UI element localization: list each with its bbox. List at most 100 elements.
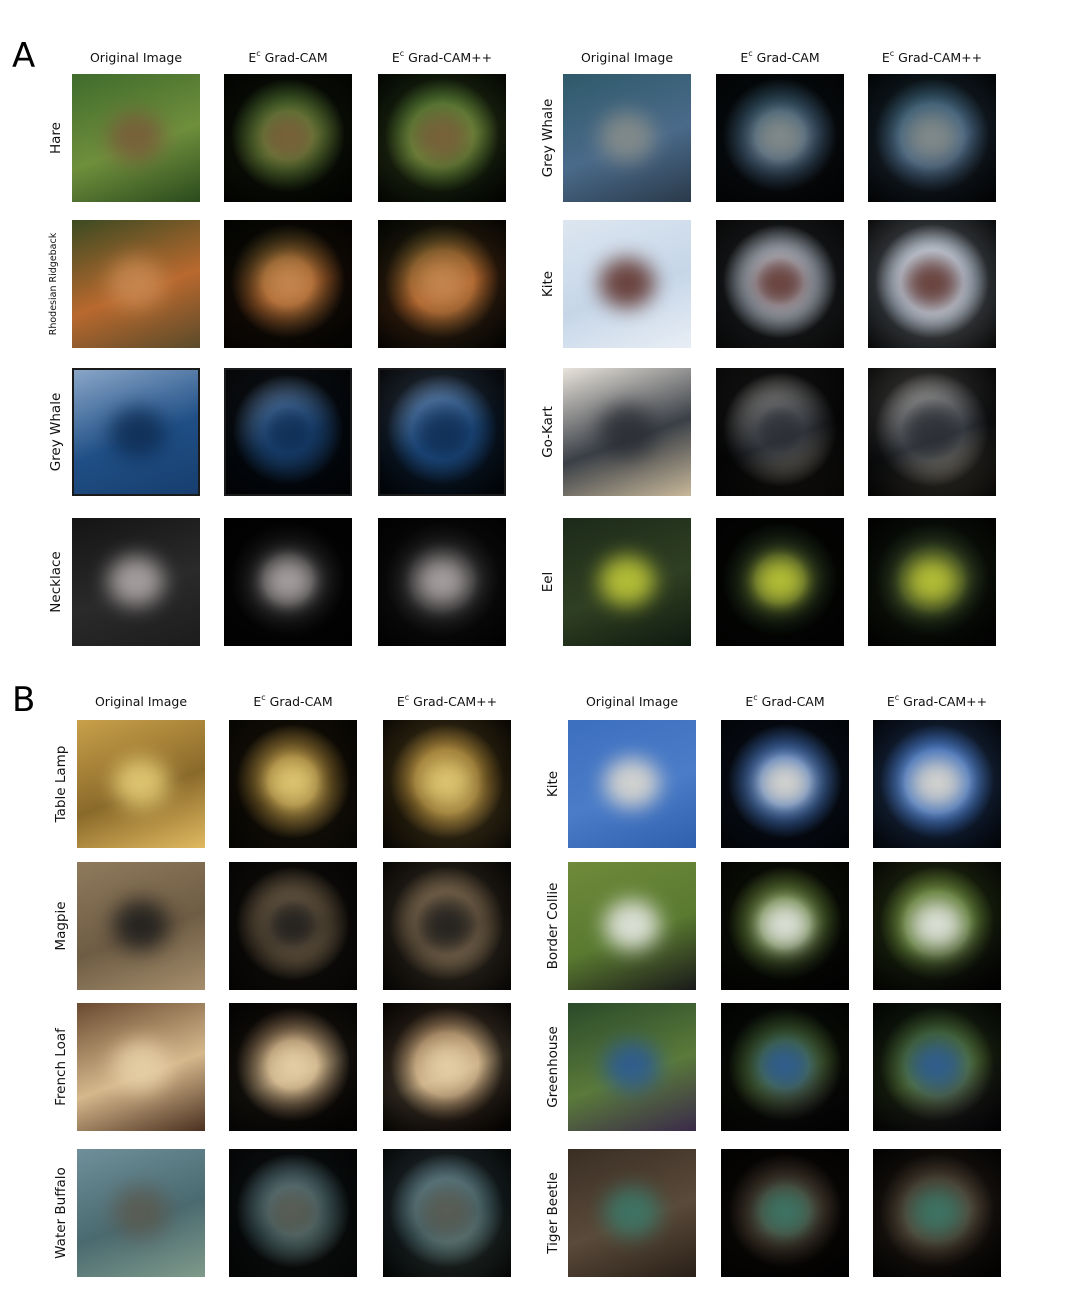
saliency-mask bbox=[721, 1149, 849, 1277]
column-header-text: Grad-CAM++ bbox=[898, 50, 983, 66]
gradcam-heatmap bbox=[721, 1149, 849, 1277]
subject bbox=[113, 900, 169, 950]
saliency-mask bbox=[226, 370, 350, 494]
subject bbox=[108, 258, 164, 308]
panel-letter-b: B bbox=[12, 680, 36, 720]
column-header-text: Grad-CAM bbox=[264, 50, 328, 66]
saliency-mask bbox=[873, 862, 1001, 990]
gradcam-plus-plus-heatmap bbox=[868, 220, 996, 348]
saliency-mask bbox=[229, 862, 357, 990]
saliency-mask bbox=[716, 518, 844, 646]
column-header: Ec Grad-CAM++ bbox=[377, 693, 517, 710]
row-label: Kite bbox=[545, 770, 561, 798]
row-label: Grey Whale bbox=[48, 392, 64, 472]
column-header-superscript: c bbox=[404, 693, 410, 702]
row-label: Water Buffalo bbox=[53, 1167, 69, 1259]
column-header-superscript: c bbox=[256, 49, 261, 58]
column-header-text: Grad-CAM++ bbox=[408, 50, 493, 66]
column-header-prefix: E bbox=[391, 50, 400, 66]
column-header-prefix: E bbox=[886, 694, 895, 710]
column-header: Ec Grad-CAM++ bbox=[372, 49, 512, 66]
column-header-text: Grad-CAM bbox=[761, 694, 825, 710]
column-header-prefix: E bbox=[745, 694, 754, 710]
column-header-text: Original Image bbox=[89, 50, 183, 65]
gradcam-plus-plus-heatmap bbox=[383, 720, 511, 848]
gradcam-heatmap bbox=[229, 720, 357, 848]
subject bbox=[604, 758, 660, 808]
column-header: Ec Grad-CAM bbox=[710, 49, 850, 66]
gradcam-heatmap bbox=[224, 220, 352, 348]
original-image bbox=[568, 1149, 696, 1277]
column-header: Ec Grad-CAM++ bbox=[867, 693, 1007, 710]
column-header: Ec Grad-CAM bbox=[223, 693, 363, 709]
row-label: Kite bbox=[540, 270, 556, 298]
row-label: Necklace bbox=[48, 551, 64, 613]
row-label: Magpie bbox=[53, 901, 69, 951]
gradcam-heatmap bbox=[721, 1003, 849, 1131]
saliency-mask bbox=[716, 368, 844, 496]
gradcam-plus-plus-heatmap bbox=[378, 220, 506, 348]
original-image bbox=[568, 1003, 696, 1131]
column-header-superscript: c bbox=[894, 693, 900, 702]
gradcam-plus-plus-heatmap bbox=[873, 720, 1001, 848]
column-header-text: Grad-CAM++ bbox=[903, 694, 988, 710]
gradcam-plus-plus-heatmap bbox=[873, 862, 1001, 990]
original-image bbox=[568, 862, 696, 990]
gradcam-plus-plus-heatmap bbox=[378, 74, 506, 202]
gradcam-heatmap bbox=[224, 518, 352, 646]
column-header-prefix: E bbox=[248, 50, 257, 66]
original-image bbox=[568, 720, 696, 848]
subject bbox=[108, 556, 164, 606]
saliency-mask bbox=[378, 518, 506, 646]
subject bbox=[604, 1187, 660, 1237]
saliency-mask bbox=[868, 220, 996, 348]
gradcam-plus-plus-heatmap bbox=[868, 74, 996, 202]
original-image bbox=[77, 862, 205, 990]
saliency-mask bbox=[378, 74, 506, 202]
original-image bbox=[77, 720, 205, 848]
original-image bbox=[563, 220, 691, 348]
column-header-text: Grad-CAM++ bbox=[413, 694, 498, 710]
gradcam-heatmap bbox=[716, 220, 844, 348]
saliency-mask bbox=[868, 518, 996, 646]
gradcam-heatmap bbox=[229, 862, 357, 990]
gradcam-plus-plus-heatmap bbox=[383, 862, 511, 990]
gradcam-heatmap bbox=[721, 862, 849, 990]
row-label: Greenhouse bbox=[545, 1026, 561, 1108]
saliency-mask bbox=[229, 1149, 357, 1277]
row-label: Border Collie bbox=[545, 882, 561, 970]
subject bbox=[599, 406, 655, 456]
saliency-mask bbox=[716, 220, 844, 348]
panel-letter-a: A bbox=[12, 36, 36, 76]
saliency-mask bbox=[721, 862, 849, 990]
saliency-mask bbox=[716, 74, 844, 202]
subject bbox=[113, 1041, 169, 1091]
column-header: Original Image bbox=[562, 694, 702, 709]
gradcam-plus-plus-heatmap bbox=[873, 1003, 1001, 1131]
subject bbox=[604, 900, 660, 950]
column-header-prefix: E bbox=[740, 50, 749, 66]
original-image bbox=[563, 368, 691, 496]
gradcam-plus-plus-heatmap bbox=[383, 1149, 511, 1277]
row-label: Eel bbox=[540, 571, 556, 593]
saliency-mask bbox=[721, 720, 849, 848]
original-image bbox=[72, 368, 200, 496]
saliency-mask bbox=[721, 1003, 849, 1131]
subject bbox=[113, 1187, 169, 1237]
column-header-superscript: c bbox=[753, 693, 758, 702]
gradcam-heatmap bbox=[716, 368, 844, 496]
row-label: Hare bbox=[48, 122, 64, 154]
saliency-mask bbox=[224, 74, 352, 202]
column-header: Original Image bbox=[557, 50, 697, 65]
original-image bbox=[77, 1003, 205, 1131]
column-header: Original Image bbox=[71, 694, 211, 709]
column-header-text: Grad-CAM bbox=[756, 50, 820, 66]
gradcam-heatmap bbox=[716, 74, 844, 202]
original-image bbox=[563, 518, 691, 646]
saliency-mask bbox=[380, 370, 504, 494]
gradcam-plus-plus-heatmap bbox=[873, 1149, 1001, 1277]
saliency-mask bbox=[868, 368, 996, 496]
subject bbox=[599, 112, 655, 162]
original-image bbox=[72, 220, 200, 348]
gradcam-heatmap bbox=[229, 1003, 357, 1131]
